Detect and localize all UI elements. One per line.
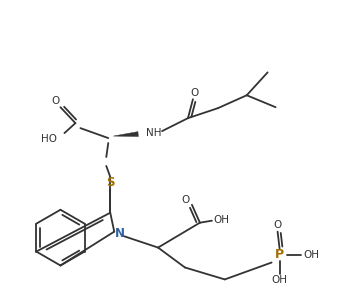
Text: OH: OH — [304, 250, 319, 259]
Text: O: O — [182, 195, 190, 205]
Text: P: P — [275, 248, 284, 261]
Text: NH: NH — [146, 128, 162, 138]
Text: N: N — [115, 227, 125, 240]
Text: O: O — [273, 220, 282, 230]
Polygon shape — [113, 132, 138, 137]
Text: S: S — [106, 176, 114, 189]
Text: OH: OH — [214, 215, 230, 225]
Text: HO: HO — [40, 134, 57, 144]
Text: O: O — [51, 96, 60, 106]
Text: OH: OH — [272, 275, 287, 286]
Text: O: O — [191, 88, 199, 98]
